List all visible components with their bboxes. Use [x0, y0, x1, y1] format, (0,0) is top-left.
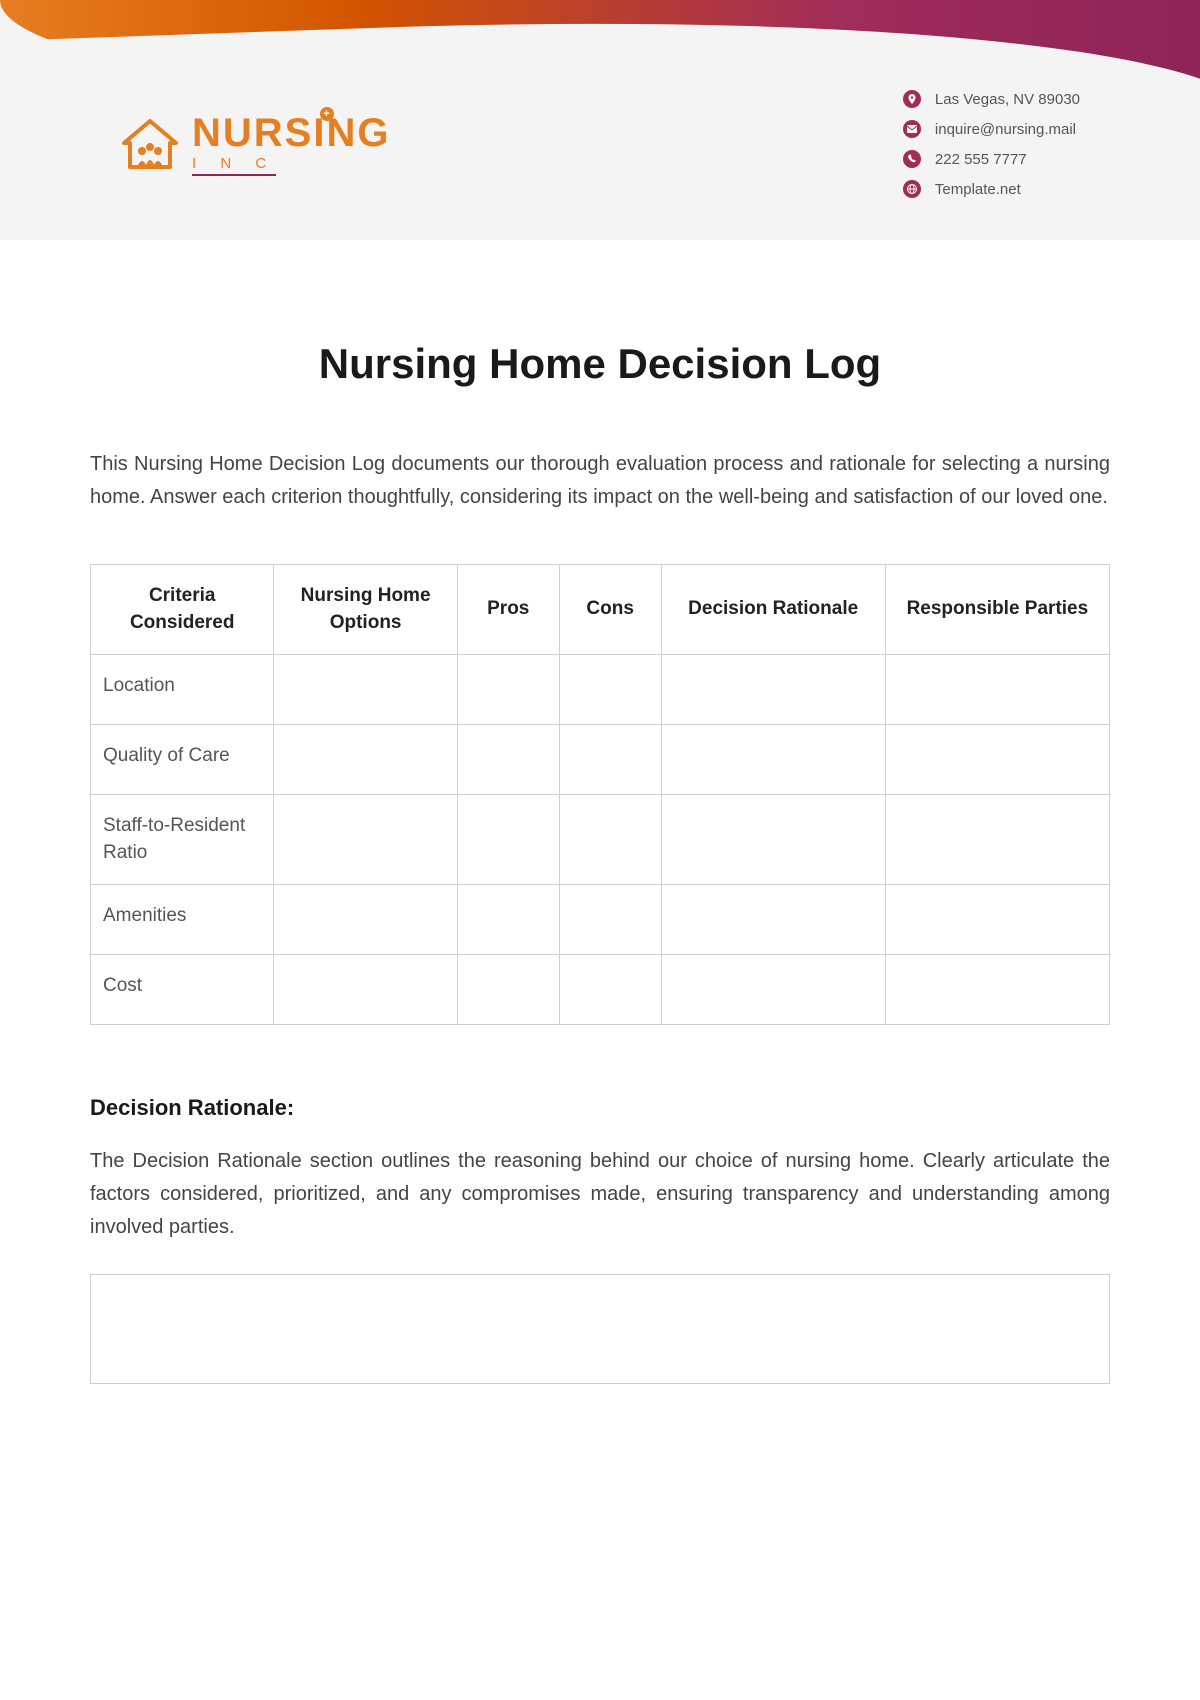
rationale-cell[interactable] — [661, 885, 885, 955]
contact-web: Template.net — [903, 180, 1080, 198]
document-content: Nursing Home Decision Log This Nursing H… — [0, 240, 1200, 1444]
rationale-cell[interactable] — [661, 655, 885, 725]
location-icon — [903, 90, 921, 108]
table-row: Staff-to-Resident Ratio — [91, 795, 1110, 885]
table-row: Quality of Care — [91, 725, 1110, 795]
contact-web-text: Template.net — [935, 181, 1021, 198]
criteria-cell: Location — [91, 655, 274, 725]
col-criteria: Criteria Considered — [91, 565, 274, 655]
plus-icon: + — [320, 107, 334, 121]
header-banner: NURSING + I N C Las Vegas, NV 89030 inqu… — [0, 0, 1200, 240]
page-title: Nursing Home Decision Log — [90, 340, 1110, 388]
logo-text-wrap: NURSING + I N C — [192, 113, 390, 176]
col-rationale: Decision Rationale — [661, 565, 885, 655]
table-row: Location — [91, 655, 1110, 725]
col-cons: Cons — [559, 565, 661, 655]
email-icon — [903, 120, 921, 138]
decision-table: Criteria Considered Nursing Home Options… — [90, 564, 1110, 1025]
table-body: Location Quality of Care Staff-to-Reside… — [91, 655, 1110, 1025]
options-cell[interactable] — [274, 655, 457, 725]
options-cell[interactable] — [274, 955, 457, 1025]
options-cell[interactable] — [274, 885, 457, 955]
pros-cell[interactable] — [457, 725, 559, 795]
responsible-cell[interactable] — [885, 725, 1109, 795]
options-cell[interactable] — [274, 725, 457, 795]
pros-cell[interactable] — [457, 655, 559, 725]
responsible-cell[interactable] — [885, 655, 1109, 725]
rationale-heading: Decision Rationale: — [90, 1095, 1110, 1121]
responsible-cell[interactable] — [885, 955, 1109, 1025]
rationale-input-box[interactable] — [90, 1274, 1110, 1384]
logo-sub-text: I N C — [192, 155, 276, 176]
rationale-body: The Decision Rationale section outlines … — [90, 1145, 1110, 1244]
logo-main-text: NURSING + — [192, 113, 390, 153]
intro-paragraph: This Nursing Home Decision Log documents… — [90, 448, 1110, 514]
phone-icon — [903, 150, 921, 168]
responsible-cell[interactable] — [885, 885, 1109, 955]
criteria-cell: Quality of Care — [91, 725, 274, 795]
house-people-icon — [120, 117, 180, 171]
criteria-cell: Cost — [91, 955, 274, 1025]
col-pros: Pros — [457, 565, 559, 655]
options-cell[interactable] — [274, 795, 457, 885]
pros-cell[interactable] — [457, 795, 559, 885]
cons-cell[interactable] — [559, 795, 661, 885]
criteria-cell: Staff-to-Resident Ratio — [91, 795, 274, 885]
contact-location-text: Las Vegas, NV 89030 — [935, 91, 1080, 108]
responsible-cell[interactable] — [885, 795, 1109, 885]
cons-cell[interactable] — [559, 655, 661, 725]
table-row: Amenities — [91, 885, 1110, 955]
pros-cell[interactable] — [457, 955, 559, 1025]
rationale-cell[interactable] — [661, 795, 885, 885]
contact-location: Las Vegas, NV 89030 — [903, 90, 1080, 108]
pros-cell[interactable] — [457, 885, 559, 955]
table-header-row: Criteria Considered Nursing Home Options… — [91, 565, 1110, 655]
logo-main-label: NURSING — [192, 111, 390, 155]
table-row: Cost — [91, 955, 1110, 1025]
web-icon — [903, 180, 921, 198]
contact-phone-text: 222 555 7777 — [935, 151, 1027, 168]
cons-cell[interactable] — [559, 885, 661, 955]
header-content: NURSING + I N C Las Vegas, NV 89030 inqu… — [0, 90, 1200, 198]
contact-block: Las Vegas, NV 89030 inquire@nursing.mail… — [903, 90, 1080, 198]
contact-email: inquire@nursing.mail — [903, 120, 1080, 138]
cons-cell[interactable] — [559, 955, 661, 1025]
contact-phone: 222 555 7777 — [903, 150, 1080, 168]
logo-block: NURSING + I N C — [120, 113, 390, 176]
contact-email-text: inquire@nursing.mail — [935, 121, 1076, 138]
criteria-cell: Amenities — [91, 885, 274, 955]
cons-cell[interactable] — [559, 725, 661, 795]
col-options: Nursing Home Options — [274, 565, 457, 655]
col-responsible: Responsible Parties — [885, 565, 1109, 655]
rationale-cell[interactable] — [661, 725, 885, 795]
rationale-cell[interactable] — [661, 955, 885, 1025]
